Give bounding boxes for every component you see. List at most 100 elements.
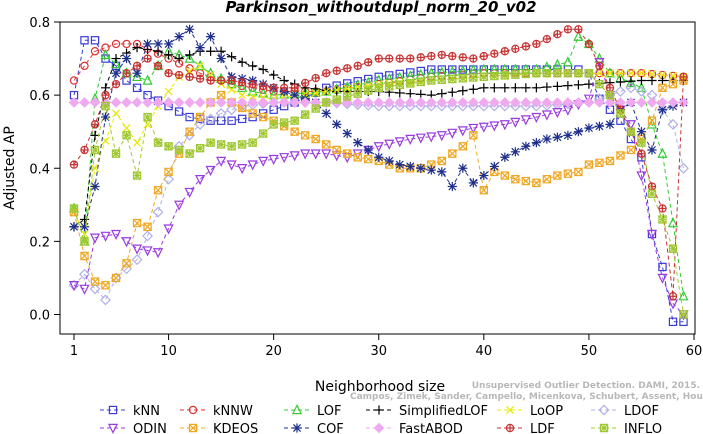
data-point xyxy=(79,222,90,232)
data-point xyxy=(216,76,226,85)
data-point xyxy=(142,246,153,257)
data-point xyxy=(489,161,499,172)
legend-label: LOF xyxy=(317,404,342,419)
data-point xyxy=(101,101,110,111)
data-point xyxy=(447,181,457,192)
data-point xyxy=(290,90,300,100)
data-point xyxy=(322,140,331,149)
legend-marker xyxy=(108,405,118,415)
data-point xyxy=(384,156,394,166)
data-point xyxy=(80,145,89,155)
data-point xyxy=(90,120,100,129)
data-point xyxy=(468,123,479,134)
data-point xyxy=(311,73,320,83)
data-point xyxy=(248,138,257,147)
legend-item-lof: LOF xyxy=(284,404,342,419)
legend: kNN kNNW LOF SimplifiedLOF LoOP LDOF ODIN KDEOS… xyxy=(100,404,662,434)
data-point xyxy=(184,97,195,108)
data-point xyxy=(111,273,121,283)
data-point xyxy=(353,89,362,98)
data-point xyxy=(499,120,510,131)
data-point xyxy=(206,32,216,42)
legend-item-knn: kNN xyxy=(100,404,160,419)
data-point xyxy=(205,165,216,177)
data-point xyxy=(163,97,174,108)
data-point xyxy=(268,154,279,166)
data-point xyxy=(279,153,290,164)
legend-label: COF xyxy=(317,422,344,434)
data-point xyxy=(637,138,646,147)
data-point xyxy=(679,310,688,319)
data-point xyxy=(237,140,247,149)
data-point xyxy=(678,97,689,108)
data-point xyxy=(279,118,289,127)
data-point xyxy=(184,24,195,34)
data-point xyxy=(616,109,625,118)
data-point xyxy=(668,79,678,89)
data-point xyxy=(426,165,436,175)
data-point xyxy=(321,85,331,95)
data-point xyxy=(174,200,185,211)
data-point xyxy=(216,140,226,149)
data-point xyxy=(395,88,405,98)
x-tick-label: 40 xyxy=(476,344,493,359)
data-point xyxy=(142,230,154,242)
data-point xyxy=(532,39,541,49)
data-point xyxy=(122,68,131,78)
data-point xyxy=(490,71,499,81)
x-tick-label: 1 xyxy=(70,344,78,359)
data-point xyxy=(489,83,499,93)
data-point xyxy=(616,69,625,78)
data-point xyxy=(626,127,636,136)
data-point xyxy=(626,76,636,86)
data-point xyxy=(363,145,373,155)
data-point xyxy=(489,121,500,132)
legend-label: SimplifiedLOF xyxy=(399,404,488,419)
data-point xyxy=(584,160,594,169)
data-point xyxy=(321,85,332,96)
plot-frame xyxy=(59,21,696,335)
data-point xyxy=(657,147,668,158)
data-point xyxy=(469,131,478,140)
data-point xyxy=(374,54,383,63)
legend-item-odin: ODIN xyxy=(100,422,167,434)
data-point xyxy=(238,91,247,100)
data-point xyxy=(458,86,468,96)
data-point xyxy=(184,52,195,63)
data-point xyxy=(90,47,100,56)
data-point xyxy=(637,69,646,78)
legend-item-fastabod: FastABOD xyxy=(366,422,463,434)
data-point xyxy=(478,122,489,133)
data-point xyxy=(394,97,406,108)
series-layer xyxy=(68,24,689,327)
data-point xyxy=(353,153,362,162)
data-point xyxy=(248,61,258,71)
data-point xyxy=(584,79,594,89)
data-point xyxy=(248,109,257,118)
data-point xyxy=(542,175,552,184)
data-point xyxy=(290,83,299,93)
data-point xyxy=(437,50,446,60)
data-point xyxy=(458,53,468,62)
data-point xyxy=(384,139,395,150)
legend-item-kdeos: KDEOS xyxy=(180,422,258,434)
data-point xyxy=(646,97,658,108)
data-point xyxy=(215,107,227,119)
data-point xyxy=(541,97,553,108)
data-point xyxy=(332,119,342,129)
data-point xyxy=(332,86,342,97)
legend-label: INFLO xyxy=(624,422,662,434)
data-point xyxy=(604,67,616,78)
data-point xyxy=(531,112,542,124)
data-point xyxy=(196,61,205,70)
data-point xyxy=(164,142,173,151)
data-point xyxy=(511,44,520,54)
data-point xyxy=(247,97,258,108)
data-point xyxy=(542,134,552,144)
data-point xyxy=(111,53,121,64)
data-point xyxy=(574,25,583,34)
data-point xyxy=(658,262,667,272)
legend-marker xyxy=(374,405,384,415)
data-point xyxy=(595,61,604,71)
series-fastabod xyxy=(68,97,689,108)
